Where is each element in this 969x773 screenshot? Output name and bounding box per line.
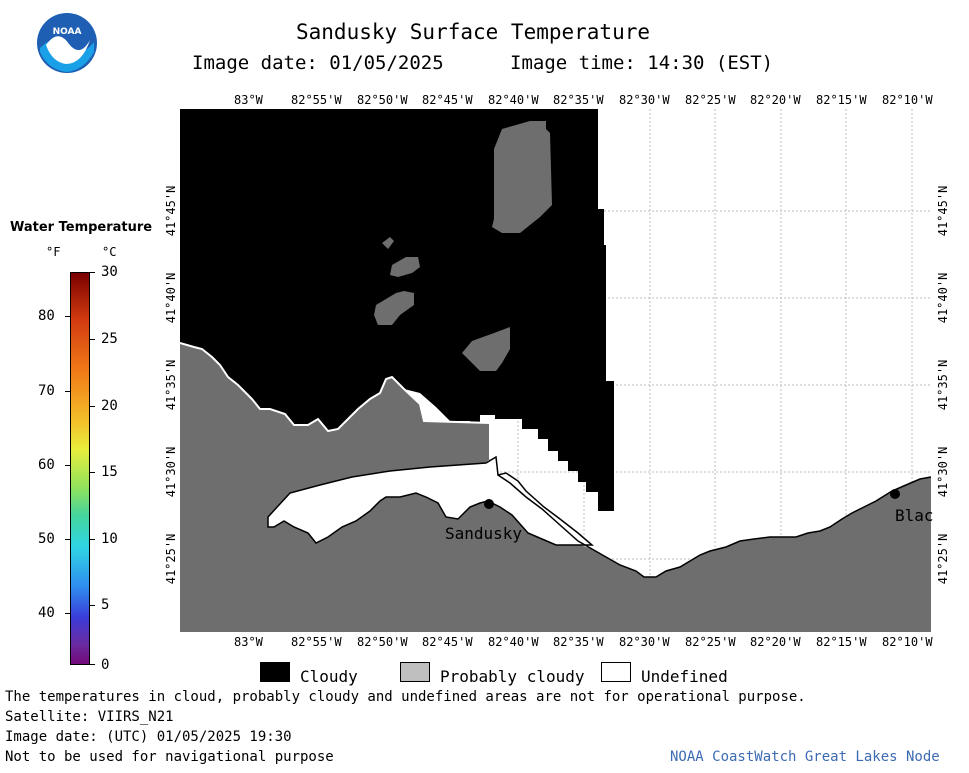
navigation-warning: Not to be used for navigational purpose [5, 749, 334, 765]
fahrenheit-tick-label: 60 [38, 457, 55, 473]
fahrenheit-tick-label: 50 [38, 531, 55, 547]
colorbar-tick [90, 272, 95, 273]
lon-label: 82°50'W [357, 635, 408, 649]
lon-label: 82°50'W [357, 93, 408, 107]
image-time: Image time: 14:30 (EST) [510, 52, 774, 74]
colorbar-tick [90, 605, 95, 606]
celsius-tick-label: 25 [101, 331, 118, 347]
lon-label: 82°35'W [553, 93, 604, 107]
lat-label: 41°45'N [164, 186, 178, 237]
lon-label: 82°45'W [422, 93, 473, 107]
probably-cloudy-legend-label: Probably cloudy [440, 667, 585, 686]
lat-label: 41°40'N [164, 273, 178, 324]
colorbar-tick [90, 339, 95, 340]
probably-cloudy-patch [390, 257, 420, 277]
coastline-east [497, 474, 931, 578]
probably-cloudy-swatch [400, 662, 430, 682]
lon-label: 83°W [234, 635, 263, 649]
undefined-legend-label: Undefined [641, 667, 728, 686]
probably-cloudy-patch [382, 237, 394, 249]
lon-label: 82°15'W [816, 93, 867, 107]
colorbar-tick [65, 316, 70, 317]
fahrenheit-tick-label: 70 [38, 383, 55, 399]
lon-label: 83°W [234, 93, 263, 107]
lon-label: 82°30'W [619, 93, 670, 107]
fahrenheit-tick-label: 80 [38, 308, 55, 324]
sandusky-marker [484, 499, 494, 509]
credit-text: NOAA CoastWatch Great Lakes Node [670, 749, 940, 765]
image-date: Image date: 01/05/2025 [192, 52, 444, 74]
lon-label: 82°55'W [291, 635, 342, 649]
lon-label: 82°55'W [291, 93, 342, 107]
probably-cloudy-patch [492, 121, 552, 233]
probably-cloudy-patch [462, 327, 510, 371]
lon-label: 82°40'W [488, 93, 539, 107]
svg-text:NOAA: NOAA [53, 27, 82, 37]
coastline-west [180, 342, 491, 459]
map-title: Sandusky Surface Temperature [296, 20, 651, 44]
lat-label: 41°25'N [936, 534, 950, 585]
lon-label: 82°30'W [619, 635, 670, 649]
cloudy-legend-label: Cloudy [300, 667, 358, 686]
colorbar-tick [65, 539, 70, 540]
lat-label: 41°35'N [164, 360, 178, 411]
colorbar-tick [90, 406, 95, 407]
unit-celsius: °C [102, 245, 117, 259]
lat-label: 41°30'N [164, 447, 178, 498]
colorbar-tick [65, 465, 70, 466]
probably-cloudy-land [180, 343, 931, 632]
lon-label: 82°15'W [816, 635, 867, 649]
lat-label: 41°25'N [164, 534, 178, 585]
lat-label: 41°30'N [936, 447, 950, 498]
place-label-blac: Blac [895, 506, 934, 525]
celsius-tick-label: 0 [101, 657, 110, 673]
lon-label: 82°45'W [422, 635, 473, 649]
temperature-map [180, 109, 931, 632]
blac-marker [890, 489, 900, 499]
noaa-logo: NOAA [37, 13, 97, 73]
fahrenheit-tick-label: 40 [38, 605, 55, 621]
lon-label: 82°20'W [750, 635, 801, 649]
lat-label: 41°35'N [936, 360, 950, 411]
lon-label: 82°25'W [685, 93, 736, 107]
celsius-tick-label: 30 [101, 264, 118, 280]
colorbar-tick [65, 613, 70, 614]
celsius-tick-label: 5 [101, 597, 110, 613]
latitude-labels-left: 41°45'N 41°40'N 41°35'N 41°30'N 41°25'N [164, 186, 178, 585]
cloudy-swatch [260, 662, 290, 682]
utc-date-text: Image date: (UTC) 01/05/2025 19:30 [5, 729, 292, 745]
lat-label: 41°40'N [936, 273, 950, 324]
lon-label: 82°20'W [750, 93, 801, 107]
undefined-swatch [601, 662, 631, 682]
lon-label: 82°10'W [882, 635, 933, 649]
latitude-labels-right: 41°45'N 41°40'N 41°35'N 41°30'N 41°25'N [936, 186, 950, 585]
satellite-text: Satellite: VIIRS_N21 [5, 709, 174, 725]
lon-label: 82°10'W [882, 93, 933, 107]
colorbar-tick [90, 664, 95, 665]
colorbar-tick [90, 472, 95, 473]
temperature-colorbar [70, 272, 90, 665]
celsius-tick-label: 15 [101, 464, 118, 480]
lat-label: 41°45'N [936, 186, 950, 237]
lon-label: 82°25'W [685, 635, 736, 649]
unit-fahrenheit: °F [46, 245, 61, 259]
legend-title: Water Temperature [10, 220, 153, 235]
lon-label: 82°40'W [488, 635, 539, 649]
probably-cloudy-patch [374, 291, 414, 325]
celsius-tick-label: 20 [101, 398, 118, 414]
disclaimer-text: The temperatures in cloud, probably clou… [5, 689, 806, 705]
celsius-tick-label: 10 [101, 531, 118, 547]
place-label-sandusky: Sandusky [445, 524, 523, 543]
lon-label: 82°35'W [553, 635, 604, 649]
colorbar-tick [65, 391, 70, 392]
colorbar-tick [90, 539, 95, 540]
